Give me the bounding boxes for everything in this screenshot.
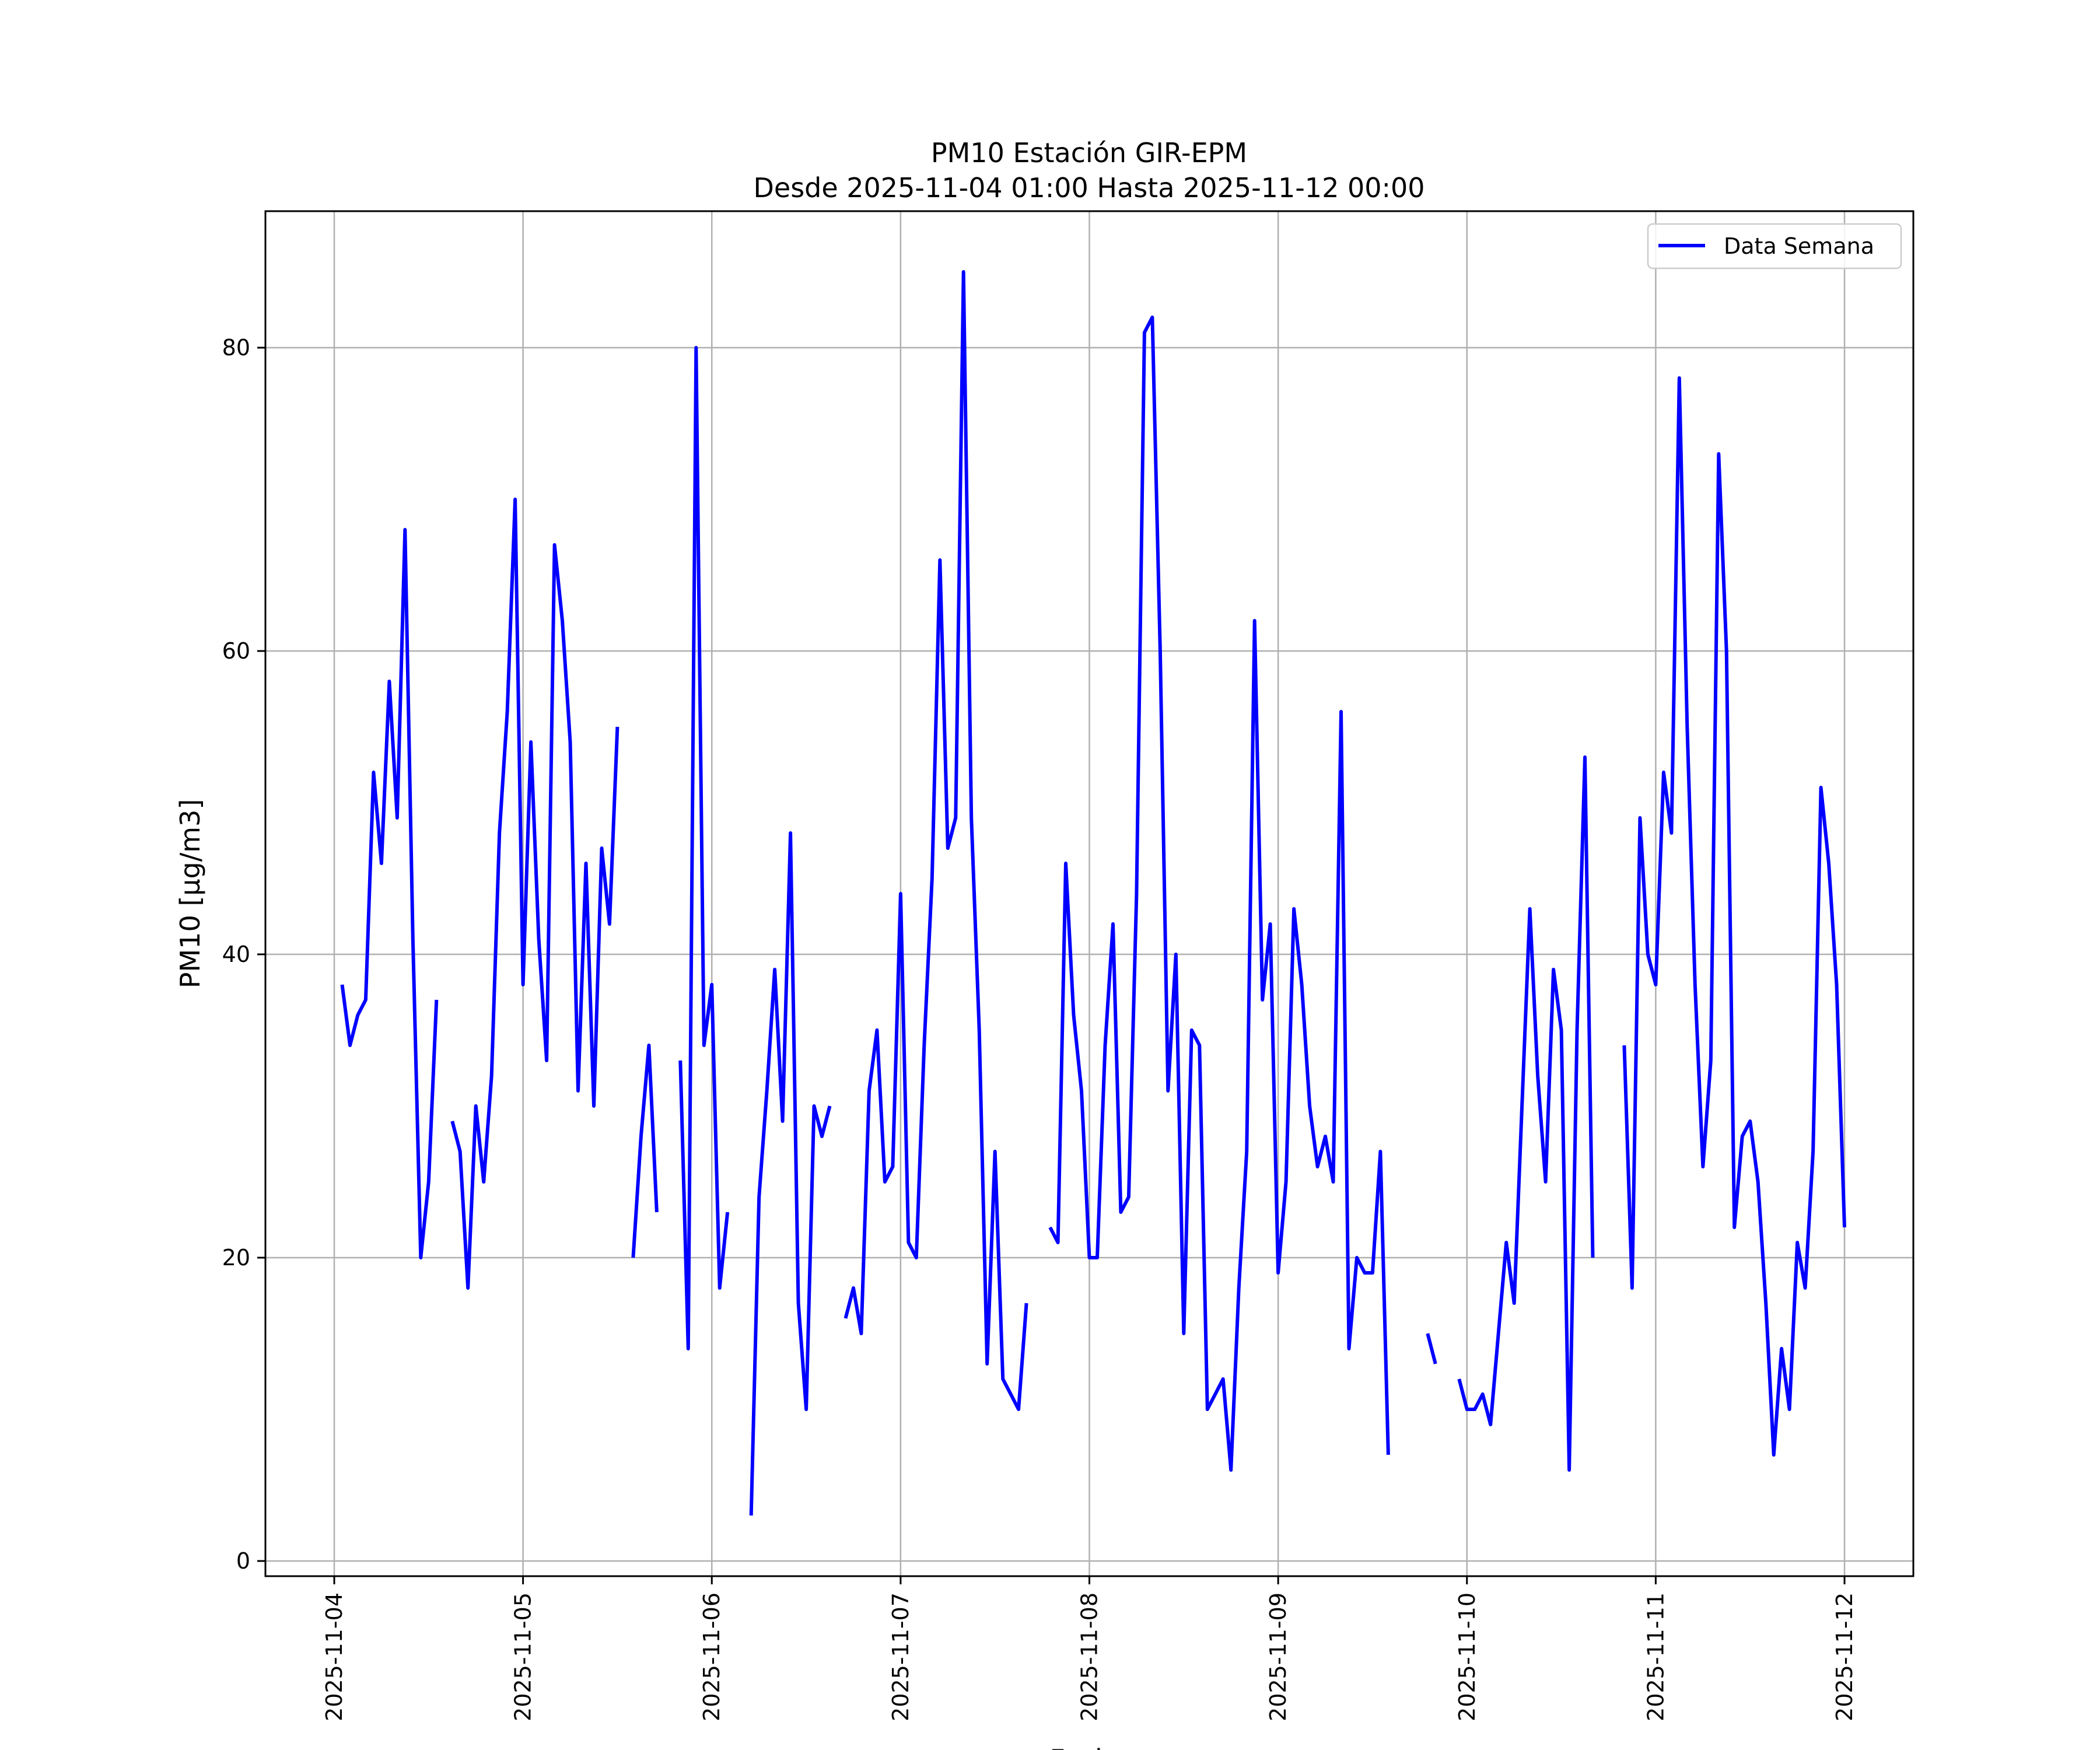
y-tick-label: 80 [222, 335, 250, 360]
x-tick-label: 2025-11-11 [1643, 1592, 1668, 1721]
x-tick-label: 2025-11-12 [1832, 1592, 1857, 1721]
y-tick-label: 0 [236, 1548, 250, 1574]
x-tick-label: 2025-11-06 [699, 1592, 724, 1721]
y-tick-label: 20 [222, 1245, 250, 1270]
legend: Data Semana [1647, 223, 1902, 270]
series-line-segment [1048, 316, 1390, 1472]
series-line-segment [1426, 1333, 1437, 1364]
y-tick-label: 60 [222, 638, 250, 664]
legend-box [1647, 223, 1902, 270]
y-axis: 0 20 40 60 80 [222, 335, 265, 1574]
chart-title-line-1: PM10 Estación GIR-EPM [931, 137, 1247, 169]
x-tick-label: 2025-11-09 [1265, 1592, 1291, 1721]
x-tick-label: 2025-11-08 [1077, 1592, 1102, 1721]
series-line-segment [749, 831, 832, 1516]
x-axis: 2025-11-04 2025-11-05 2025-11-06 2025-11-07… [321, 1576, 1857, 1721]
series-line-segment [1622, 376, 1846, 1457]
chart-title-line-2: Desde 2025-11-04 01:00 Hasta 2025-11-12 … [753, 172, 1424, 204]
y-axis-label: PM10 [μg/m3] [174, 799, 206, 989]
series-line-segment [340, 528, 439, 1259]
series-line-segment [678, 346, 730, 1350]
series-line-segment [1457, 755, 1595, 1472]
series-line-segment [631, 1044, 659, 1258]
x-tick-label: 2025-11-07 [888, 1592, 914, 1721]
series-layer [340, 270, 1846, 1516]
series-line-segment [450, 498, 620, 1290]
x-tick-label: 2025-11-05 [510, 1592, 536, 1721]
grid [265, 211, 1913, 1576]
y-tick-label: 40 [222, 942, 250, 967]
x-axis-label: Fecha [1050, 1744, 1129, 1750]
x-tick-label: 2025-11-10 [1454, 1592, 1480, 1721]
x-tick-label: 2025-11-04 [321, 1592, 347, 1721]
legend-label: Data Semana [1724, 233, 1874, 259]
series-line-segment [844, 270, 1028, 1411]
